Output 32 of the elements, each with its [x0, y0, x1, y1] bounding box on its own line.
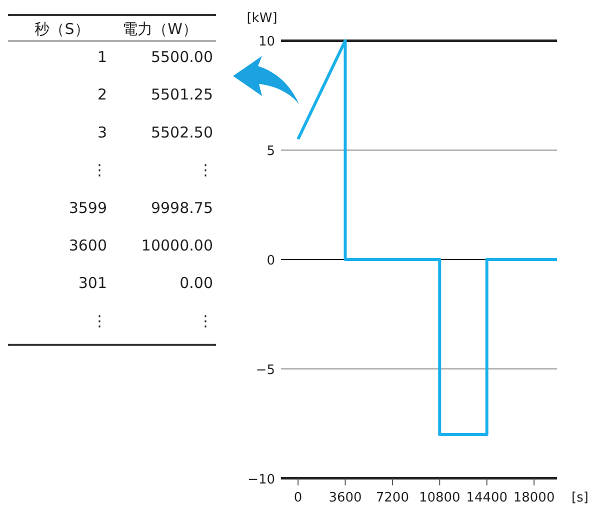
- y-tick-label: 5: [266, 144, 275, 160]
- text: ⋮: [92, 312, 107, 330]
- text: 3599: [68, 198, 107, 217]
- text: ⋮: [198, 312, 213, 330]
- text: 秒（S）: [34, 20, 90, 38]
- text: 5501.25: [150, 86, 213, 104]
- text: 2: [97, 86, 107, 104]
- x-tick-label: 10800: [418, 490, 460, 506]
- text: 3: [97, 123, 107, 142]
- y-axis-title: [kW]: [246, 11, 278, 26]
- text: 電力（W）: [122, 20, 198, 38]
- text: 10000.00: [141, 236, 213, 254]
- text: 301: [78, 274, 107, 292]
- x-tick-label: 0: [294, 490, 302, 506]
- x-tick-label: 3600: [328, 490, 362, 506]
- x-tick-label: 18000: [513, 490, 555, 506]
- y-tick-label: 0: [266, 254, 275, 268]
- x-tick-label: 7200: [376, 490, 409, 506]
- text: 1: [97, 48, 107, 66]
- text: 5502.50: [150, 123, 213, 142]
- text: ⋮: [92, 161, 107, 180]
- text: 5500.00: [150, 48, 213, 66]
- text: ⋮: [198, 161, 213, 180]
- y-tick-label: −10: [248, 472, 275, 488]
- line-series: [296, 39, 558, 436]
- text: 0.00: [180, 274, 213, 292]
- y-tick-label: 10: [258, 34, 275, 50]
- x-axis-title: [s]: [572, 490, 588, 506]
- text: 3600: [68, 236, 107, 254]
- y-tick-label: −5: [256, 362, 275, 378]
- x-tick-label: 14400: [466, 490, 508, 506]
- text: 9998.75: [150, 198, 213, 217]
